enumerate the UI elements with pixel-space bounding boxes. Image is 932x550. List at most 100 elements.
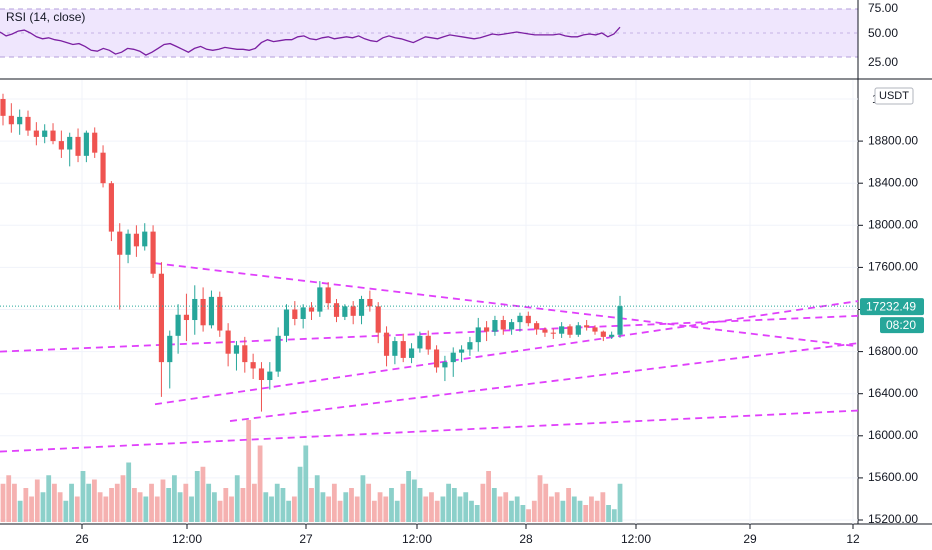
volume-bar xyxy=(171,475,177,522)
volume-bar xyxy=(6,475,12,522)
candle-body xyxy=(358,298,365,316)
volume-bar xyxy=(451,488,457,522)
volume-bar xyxy=(137,492,143,522)
candle-body xyxy=(534,323,540,330)
candle-body xyxy=(467,342,473,350)
volume-bar xyxy=(234,475,240,522)
volume-bar xyxy=(297,466,303,522)
candle-body xyxy=(425,335,431,350)
volume-bar xyxy=(606,505,611,522)
candle-body xyxy=(25,116,31,131)
volume-bar xyxy=(17,500,23,522)
countdown-value: 08:20 xyxy=(886,318,916,332)
volume-bar xyxy=(206,483,212,522)
candle-body xyxy=(308,307,315,312)
currency-badge[interactable]: USDT xyxy=(874,87,914,105)
candle-body xyxy=(458,349,465,353)
candle-body xyxy=(550,332,556,334)
volume-bar xyxy=(63,500,69,522)
candle-body xyxy=(175,314,181,336)
volume-bar xyxy=(114,483,120,522)
volume-bar xyxy=(23,488,29,522)
candle-body xyxy=(600,331,606,337)
candle-body xyxy=(167,335,173,363)
price-tick-label: 18800.00 xyxy=(868,133,918,147)
volume-bar xyxy=(269,496,274,522)
candle-body xyxy=(275,335,281,372)
volume-bar xyxy=(383,496,389,522)
volume-bar xyxy=(463,492,469,522)
volume-bar xyxy=(314,475,320,522)
volume-bar xyxy=(177,492,183,522)
volume-bar xyxy=(520,505,526,522)
volume-bar xyxy=(400,483,406,522)
volume-bar xyxy=(0,483,6,522)
last-price-label: 17232.49 08:20 xyxy=(860,298,924,334)
candle-body xyxy=(125,233,131,255)
volume-bar xyxy=(189,496,194,522)
candle-body xyxy=(300,307,306,319)
volume-bar xyxy=(217,500,223,522)
rsi-pane[interactable]: RSI (14, close) 75.00 50.00 25.00 xyxy=(0,1,898,69)
candle-body xyxy=(400,341,406,358)
candle-body xyxy=(517,315,523,323)
candle-body xyxy=(317,287,323,312)
candle-body xyxy=(542,329,548,333)
volume-bar xyxy=(154,496,160,522)
volume-bar xyxy=(503,492,509,522)
candle-body xyxy=(484,327,490,332)
volume-bar xyxy=(514,496,520,522)
candle-body xyxy=(383,332,390,356)
candle-body xyxy=(450,352,456,363)
volume-bar xyxy=(543,483,549,522)
price-axis[interactable]: 15200.00 15600.00 16000.00 16400.00 16800.00… xyxy=(858,133,918,526)
volume-bar xyxy=(240,488,246,522)
candle-body xyxy=(475,327,481,343)
trendline xyxy=(154,300,859,406)
candle-body xyxy=(8,115,14,125)
time-tick-label: 27 xyxy=(299,532,313,546)
volume-bar xyxy=(143,496,149,522)
candle-body xyxy=(183,314,190,321)
volume-bar xyxy=(583,505,589,522)
candle-body xyxy=(333,303,340,317)
volume-bar xyxy=(480,483,486,522)
price-tick-label: 15600.00 xyxy=(868,470,918,484)
volume-bar xyxy=(549,496,554,522)
price-tick-label: 16000.00 xyxy=(868,428,918,442)
volume-bar xyxy=(149,483,154,522)
volume-bar xyxy=(52,483,57,522)
volume-bar xyxy=(406,471,412,522)
candle-body xyxy=(609,334,615,337)
volume-bar xyxy=(366,483,372,522)
rsi-tick-75: 75.00 xyxy=(868,1,898,15)
volume-bar xyxy=(440,496,446,522)
candle-body xyxy=(200,298,206,326)
candle-body xyxy=(433,349,440,368)
volume-bar xyxy=(34,479,40,522)
time-tick-label: 28 xyxy=(519,532,533,546)
volume-bar xyxy=(389,488,394,522)
candle-body xyxy=(117,231,123,255)
volume-bar xyxy=(309,488,314,522)
volume-bar xyxy=(526,509,531,522)
volume-bar xyxy=(40,492,46,522)
volume-bar xyxy=(423,496,429,522)
volume-bar xyxy=(320,492,326,522)
candle-body xyxy=(617,306,623,335)
volume-bar xyxy=(331,483,337,522)
volume-bar xyxy=(600,492,606,522)
time-tick-label: 12:00 xyxy=(621,532,651,546)
time-axis[interactable]: 26 12:00 27 12:00 28 12:00 29 12 xyxy=(75,524,860,546)
volume-bar xyxy=(377,492,383,522)
volume-bar xyxy=(571,496,577,522)
candle-body xyxy=(83,132,89,156)
volume-bar xyxy=(257,445,263,522)
rsi-line xyxy=(0,26,621,56)
price-tick-label: 17600.00 xyxy=(868,260,918,274)
candle-body xyxy=(559,326,565,334)
time-tick-label: 26 xyxy=(75,532,89,546)
candles xyxy=(0,93,623,412)
trendlines[interactable] xyxy=(0,262,859,453)
